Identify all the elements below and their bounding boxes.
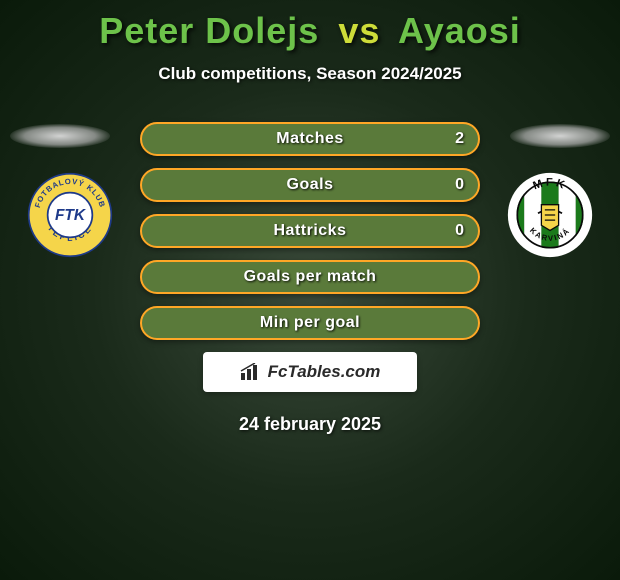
shadow-left xyxy=(10,124,110,148)
stat-bars: Matches 2 Goals 0 Hattricks 0 Goals per match M… xyxy=(140,122,480,340)
subtitle: Club competitions, Season 2024/2025 xyxy=(0,64,620,84)
shadow-right xyxy=(510,124,610,148)
watermark: FcTables.com xyxy=(203,352,417,392)
stat-bar: Hattricks 0 xyxy=(140,214,480,248)
stat-label: Matches xyxy=(276,130,344,148)
crest-left-inner-text: FTK xyxy=(55,207,87,224)
content-area: FOTBALOVÝ KLUB TEPLICE FTK MFK KARVINÁ xyxy=(0,122,620,435)
stat-value-right: 0 xyxy=(455,176,464,194)
player2-name: Ayaosi xyxy=(398,10,521,51)
watermark-text: FcTables.com xyxy=(268,362,381,382)
stat-value-right: 2 xyxy=(455,130,464,148)
stat-bar: Matches 2 xyxy=(140,122,480,156)
stat-label: Goals xyxy=(287,176,334,194)
stat-bar: Min per goal xyxy=(140,306,480,340)
stat-bar: Goals 0 xyxy=(140,168,480,202)
crest-karvina: MFK KARVINÁ xyxy=(500,172,600,258)
stat-label: Hattricks xyxy=(274,222,347,240)
stat-label: Min per goal xyxy=(260,314,360,332)
vs-text: vs xyxy=(338,10,380,51)
date-text: 24 february 2025 xyxy=(0,414,620,435)
player1-name: Peter Dolejs xyxy=(99,10,319,51)
bar-chart-icon xyxy=(240,363,262,381)
stat-label: Goals per match xyxy=(244,268,377,286)
crest-teplice: FOTBALOVÝ KLUB TEPLICE FTK xyxy=(20,172,120,258)
stat-value-right: 0 xyxy=(455,222,464,240)
comparison-title: Peter Dolejs vs Ayaosi xyxy=(0,0,620,52)
stat-bar: Goals per match xyxy=(140,260,480,294)
